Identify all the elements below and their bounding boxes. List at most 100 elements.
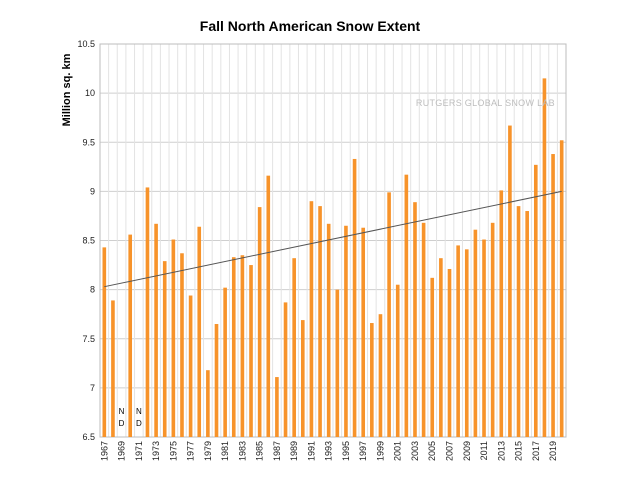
- chart-title: Fall North American Snow Extent: [200, 18, 421, 34]
- x-tick-label: 1971: [134, 441, 144, 461]
- bar-2011: [482, 239, 486, 437]
- bar-1968: [111, 300, 115, 437]
- x-tick-label: 2001: [393, 441, 403, 461]
- bar-1982: [231, 257, 236, 437]
- missing-data-label-bottom: D: [119, 419, 125, 428]
- bar-2001: [395, 284, 400, 437]
- bar-2005: [430, 277, 435, 437]
- bar-2019: [551, 154, 555, 438]
- x-tick-label: 1981: [220, 441, 230, 461]
- missing-data-label-bottom: D: [136, 419, 142, 428]
- x-tick-label: 1967: [99, 441, 109, 461]
- missing-data-label-top: N: [119, 407, 125, 416]
- x-tick-label: 1979: [203, 441, 213, 461]
- bar-1976: [180, 253, 184, 437]
- trend-line: [104, 190, 562, 288]
- bar-1992: [318, 206, 322, 437]
- bar-2020: [559, 140, 564, 437]
- bar-1994: [335, 289, 340, 437]
- x-tick-label: 1999: [375, 441, 385, 461]
- x-tick-label: 1987: [272, 441, 282, 461]
- bar-2003: [413, 202, 417, 437]
- bar-1978: [197, 226, 202, 437]
- bar-1985: [257, 207, 262, 437]
- x-tick-label: 2005: [427, 441, 437, 461]
- y-tick-label: 8: [90, 285, 95, 295]
- bar-2002: [404, 174, 409, 438]
- x-tick-label: 2011: [479, 441, 489, 460]
- bar-1977: [188, 295, 193, 437]
- x-tick-label: 1989: [289, 441, 299, 461]
- x-tick-label: 1973: [151, 441, 161, 461]
- bar-1989: [292, 258, 296, 437]
- bar-1979: [206, 370, 210, 437]
- gridlines: [99, 43, 567, 438]
- y-tick-label: 7.5: [82, 334, 95, 344]
- x-tick-label: 1985: [255, 441, 265, 461]
- y-tick-label: 6.5: [82, 432, 95, 442]
- bar-2013: [499, 190, 504, 437]
- bar-2000: [387, 192, 391, 437]
- x-tick-label: 1991: [306, 441, 316, 461]
- bar-1970: [128, 234, 133, 437]
- x-tick-label: 1977: [186, 441, 196, 461]
- bar-1996: [352, 158, 357, 437]
- bar-1999: [378, 314, 383, 437]
- bar-1993: [326, 223, 331, 437]
- x-tick-label: 1969: [117, 441, 127, 461]
- x-tick-label: 1995: [341, 441, 351, 461]
- bar-2008: [456, 245, 460, 437]
- bar-1984: [249, 265, 253, 437]
- x-tick-label: 1993: [324, 441, 334, 461]
- x-tick-label: 2009: [462, 441, 472, 461]
- bar-2010: [473, 229, 478, 437]
- bar-1967: [102, 247, 107, 437]
- y-tick-label: 8.5: [82, 236, 95, 246]
- x-tick-label: 2015: [514, 441, 524, 461]
- x-tick-label: 1975: [168, 441, 178, 461]
- y-axis-label: Million sq. km: [61, 53, 73, 126]
- x-tick-label: 2003: [410, 441, 420, 461]
- bar-1997: [361, 227, 366, 437]
- bar-1975: [171, 239, 176, 437]
- y-tick-label: 9: [90, 186, 95, 196]
- x-tick-label: 2013: [496, 441, 506, 461]
- bar-1998: [370, 323, 374, 437]
- bar-2017: [533, 164, 538, 437]
- bar-2009: [464, 249, 469, 437]
- bar-2012: [490, 222, 495, 437]
- bar-1991: [309, 201, 314, 437]
- bar-2007: [447, 268, 452, 437]
- bar-2004: [421, 222, 426, 437]
- y-tick-label: 10.5: [77, 39, 95, 49]
- watermark: RUTGERS GLOBAL SNOW LAB: [416, 98, 555, 108]
- bar-1983: [240, 255, 245, 437]
- y-tick-label: 7: [90, 383, 95, 393]
- x-tick-labels: 1967 1969 1971 1973 1975 1977 1979 1981 1983 1985…: [99, 441, 558, 461]
- y-tick-label: 10: [85, 88, 95, 98]
- bar-1987: [275, 377, 279, 437]
- bar-2018: [542, 78, 547, 437]
- bar-1990: [300, 320, 305, 437]
- bar-1974: [162, 261, 167, 437]
- bar-2006: [439, 258, 443, 437]
- bar-1986: [266, 175, 271, 437]
- y-tick-labels: 6.5 7 7.5 8 8.5 9 9.5 10 10.5: [77, 39, 95, 442]
- y-tick-label: 9.5: [82, 137, 95, 147]
- bars: [102, 78, 564, 438]
- x-tick-label: 1997: [358, 441, 368, 461]
- bar-2014: [508, 125, 512, 438]
- x-tick-label: 2007: [445, 441, 455, 461]
- bar-1973: [154, 223, 158, 437]
- x-tick-label: 2019: [548, 441, 558, 461]
- bar-1995: [344, 225, 348, 437]
- bar-1972: [145, 187, 150, 437]
- plot-frame: [99, 43, 567, 438]
- bar-1980: [214, 324, 219, 437]
- bar-2016: [525, 211, 529, 437]
- bar-1981: [223, 287, 227, 437]
- bar-2015: [516, 206, 521, 437]
- missing-data-label-top: N: [136, 407, 142, 416]
